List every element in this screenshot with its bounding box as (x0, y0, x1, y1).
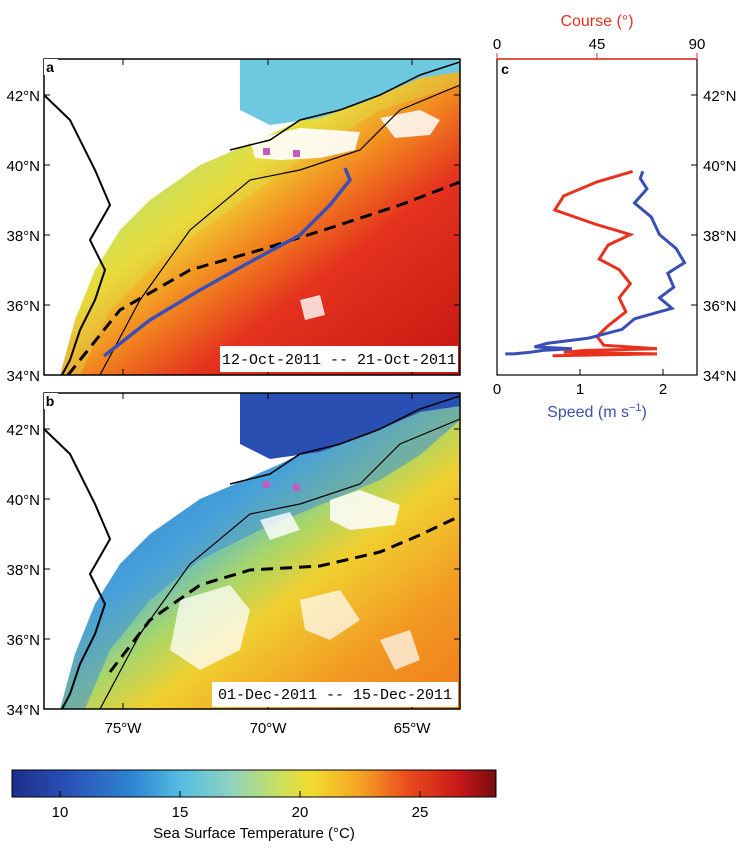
panel-b-lon-tick: 65°W (394, 720, 432, 737)
panel-c-course-tick: 90 (689, 36, 706, 53)
panel-c-speed-tick: 0 (493, 381, 501, 398)
panel-c-chart: c Course (°) 0 45 90 0 1 2 Speed (m s−1)… (493, 13, 737, 421)
panel-b-land (44, 393, 460, 709)
panel-c-letter: c (501, 61, 509, 77)
panel-c-speed-tick: 2 (659, 381, 667, 398)
panel-a-glider-track (102, 167, 353, 358)
panel-b-frame (43, 392, 461, 710)
colorbar-tick: 25 (412, 804, 429, 821)
panel-c-course-tick: 45 (589, 36, 606, 53)
panel-a-lat-tick: 36°N (6, 298, 40, 315)
panel-b-lon-tick: 75°W (105, 720, 143, 737)
panel-a-mooring-marker (293, 150, 300, 157)
panel-b-date-range: 01-Dec-2011 -- 15-Dec-2011 (218, 687, 452, 704)
panel-a-lat-tick: 38°N (6, 228, 40, 245)
panel-b-lat-tick: 34°N (6, 702, 40, 719)
panel-a-gulf-stream-front (66, 180, 460, 375)
panel-c-lat-tick: 34°N (703, 368, 737, 385)
panel-a-frame (43, 58, 461, 376)
panel-b-coastline (44, 428, 112, 709)
colorbar-tick: 20 (292, 804, 309, 821)
panel-a-coastline (44, 94, 112, 375)
panel-a-lat-tick: 40°N (6, 158, 40, 175)
colorbar-tick: 15 (172, 804, 189, 821)
panel-a-land (44, 59, 460, 375)
panel-b-mooring-marker (293, 484, 300, 491)
panel-b-lat-tick: 40°N (6, 492, 40, 509)
panel-a-date-box (220, 346, 458, 372)
panel-a-isobath (99, 84, 460, 375)
panel-a-lat-tick: 42°N (6, 88, 40, 105)
panel-b-lat-tick: 38°N (6, 562, 40, 579)
panel-a-mooring-marker (263, 148, 270, 155)
panel-c-lat-tick: 36°N (703, 298, 737, 315)
colorbar: 10 15 20 25 Sea Surface Temperature (°C) (11, 769, 497, 842)
panel-b-lon-tick: 70°W (250, 720, 288, 737)
course-series-line (552, 169, 658, 358)
panel-c-speed-tick: 1 (576, 381, 584, 398)
panel-b-date-box (212, 682, 458, 707)
panel-c-course-tick: 0 (493, 36, 501, 53)
colorbar-gradient (11, 769, 497, 798)
speed-series-line (505, 170, 687, 356)
panel-b-gulf-stream-front (108, 514, 460, 673)
panel-c-lat-tick: 40°N (703, 158, 737, 175)
colorbar-title: Sea Surface Temperature (°C) (153, 825, 355, 842)
panel-c-course-label: Course (°) (560, 13, 633, 30)
panel-c-speed-label: Speed (m s−1) (547, 402, 647, 421)
panel-b-mooring-marker (263, 481, 270, 488)
panel-c-frame (496, 58, 698, 376)
panel-b-lat-tick: 36°N (6, 632, 40, 649)
panel-a-letter: a (46, 59, 54, 75)
panel-c-lat-tick: 42°N (703, 88, 737, 105)
panel-c-lat-tick: 38°N (703, 228, 737, 245)
panel-a-lat-tick: 34°N (6, 368, 40, 385)
colorbar-tick: 10 (52, 804, 69, 821)
panel-b-lat-tick: 42°N (6, 422, 40, 439)
panel-b-letter: b (46, 393, 55, 409)
panel-a-map: a 12-Oct-2011 -- 21-Oct-2011 42°N 40°N 3… (6, 58, 461, 385)
panel-a-date-range: 12-Oct-2011 -- 21-Oct-2011 (222, 352, 456, 369)
panel-b-map: b 01-Dec-2011 -- 15-Dec-2011 42°N 40°N 3… (6, 392, 461, 737)
